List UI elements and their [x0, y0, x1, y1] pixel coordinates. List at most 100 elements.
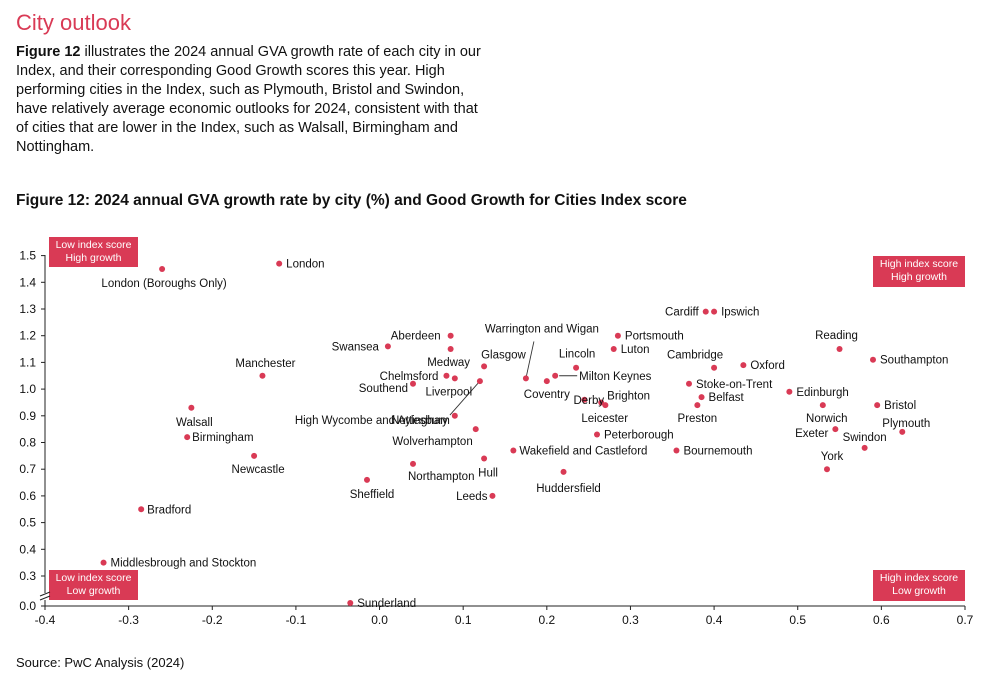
label-southend: Southend: [359, 383, 408, 395]
quadrant-box-bottom-right: [873, 570, 965, 601]
label-preston: Preston: [678, 413, 718, 425]
source-note: Source: PwC Analysis (2024): [16, 655, 185, 670]
intro-text: illustrates the 2024 annual GVA growth r…: [16, 44, 481, 155]
label-walsall: Walsall: [176, 417, 213, 429]
label-sheffield: Sheffield: [350, 489, 395, 501]
label-york: York: [821, 451, 844, 463]
intro-paragraph: Figure 12 illustrates the 2024 annual GV…: [16, 43, 486, 157]
point-preston: [694, 402, 701, 409]
point-leicester: [602, 402, 609, 409]
label-luton: Luton: [621, 344, 650, 356]
label-chelmsford: Chelmsford: [380, 371, 439, 383]
label-hull: Hull: [478, 468, 498, 480]
point-belfast: [698, 394, 705, 401]
axis-break-marker: [39, 591, 51, 601]
label-nottingham: Nottingham: [391, 415, 450, 427]
point-aberdeen: [447, 332, 454, 339]
point-plymouth: [899, 428, 906, 435]
point-bristol: [874, 402, 881, 409]
quadrant-box-top-left: [49, 237, 138, 267]
label-warrington-and-wigan: Warrington and Wigan: [485, 323, 599, 335]
y-tick-label: 0.3: [19, 569, 36, 583]
label-london-boroughs-only: London (Boroughs Only): [101, 278, 226, 290]
point-oxford: [740, 362, 747, 369]
point-hull: [481, 455, 488, 462]
label-liverpool: Liverpool: [425, 386, 472, 398]
point-cambridge: [711, 364, 718, 371]
axes: -0.4 -0.3 -0.2 -0.1 0.0 0.1 0.2 0.3 0.4 0.5 0.6 0.7…: [19, 249, 973, 627]
label-high-wycombe-and-aylesbury: High Wycombe and Aylesbury: [295, 415, 448, 427]
point-sunderland: [347, 600, 354, 606]
point-luton: [610, 346, 617, 353]
point-bournemouth: [673, 447, 680, 454]
y-tick-label: 1.5: [19, 249, 36, 263]
label-newcastle: Newcastle: [232, 464, 285, 476]
point-chelmsford: [443, 372, 450, 379]
point-medway: [447, 346, 454, 353]
label-middlesbrough-and-stockton: Middlesbrough and Stockton: [111, 558, 257, 570]
label-southampton: Southampton: [880, 355, 948, 367]
data-points: [100, 260, 906, 606]
point-high-wycombe-and-aylesbury: [476, 378, 483, 385]
x-tick-label: -0.2: [202, 613, 223, 627]
point-milton-keynes: [552, 372, 559, 379]
label-reading: Reading: [815, 330, 858, 342]
point-york: [824, 466, 830, 473]
quadrant-label-top-left: Low index score: [56, 239, 132, 251]
label-glasgow: Glasgow: [481, 349, 526, 361]
label-birmingham: Birmingham: [192, 432, 253, 444]
quadrant-label-top-right: High index score: [880, 258, 958, 270]
point-leeds: [489, 492, 496, 499]
y-tick-label: 0.5: [19, 516, 36, 530]
label-swindon: Swindon: [843, 432, 887, 444]
label-oxford: Oxford: [750, 360, 785, 372]
label-coventry: Coventry: [524, 389, 570, 401]
y-tick-label: 0.8: [19, 436, 36, 450]
label-plymouth: Plymouth: [882, 418, 930, 430]
x-tick-label: 0.7: [957, 613, 974, 627]
x-tick-label: 0.0: [371, 613, 388, 627]
y-tick-label: 1.0: [19, 382, 36, 396]
quadrant-label-bottom-right: Low growth: [892, 585, 946, 597]
figure-reference: Figure 12: [16, 44, 81, 60]
point-stoke-on-trent: [686, 380, 692, 387]
point-portsmouth: [614, 332, 621, 339]
label-belfast: Belfast: [709, 392, 745, 404]
label-huddersfield: Huddersfield: [536, 483, 601, 495]
point-wakefield-and-castleford: [510, 447, 517, 454]
section-title: City outlook: [16, 10, 131, 35]
y-tick-label: 0.6: [19, 489, 36, 503]
y-tick-label: 0.7: [19, 462, 36, 476]
y-tick-label: 1.1: [19, 355, 36, 369]
label-portsmouth: Portsmouth: [625, 331, 684, 343]
point-walsall: [188, 404, 195, 411]
label-sunderland: Sunderland: [357, 598, 416, 610]
point-huddersfield: [560, 468, 567, 475]
label-edinburgh: Edinburgh: [796, 387, 848, 399]
label-cambridge: Cambridge: [667, 350, 723, 362]
y-tick-label: 0.0: [19, 599, 36, 613]
y-tick-label: 1.2: [19, 329, 36, 343]
label-lincoln: Lincoln: [559, 349, 595, 361]
x-tick-label: 0.6: [873, 613, 890, 627]
point-ipswich: [711, 308, 718, 315]
point-london: [276, 260, 283, 267]
y-tick-label: 0.4: [19, 542, 36, 556]
quadrant-box-top-right: [873, 256, 965, 287]
point-warrington-and-wigan: [522, 375, 529, 382]
leader-warrington-and-wigan: [525, 341, 535, 379]
label-bradford: Bradford: [147, 504, 191, 516]
label-derby: Derby: [573, 395, 604, 407]
x-tick-label: 0.2: [538, 613, 555, 627]
label-exeter: Exeter: [795, 428, 828, 440]
label-leicester: Leicester: [581, 413, 628, 425]
point-lincoln: [573, 364, 580, 371]
label-peterborough: Peterborough: [604, 429, 674, 441]
x-tick-label: -0.1: [286, 613, 307, 627]
point-cardiff: [702, 308, 709, 315]
label-ipswich: Ipswich: [721, 307, 759, 319]
label-wakefield-and-castleford: Wakefield and Castleford: [519, 446, 647, 458]
label-london: London: [286, 259, 324, 271]
quadrant-label-top-left: High growth: [65, 252, 121, 264]
